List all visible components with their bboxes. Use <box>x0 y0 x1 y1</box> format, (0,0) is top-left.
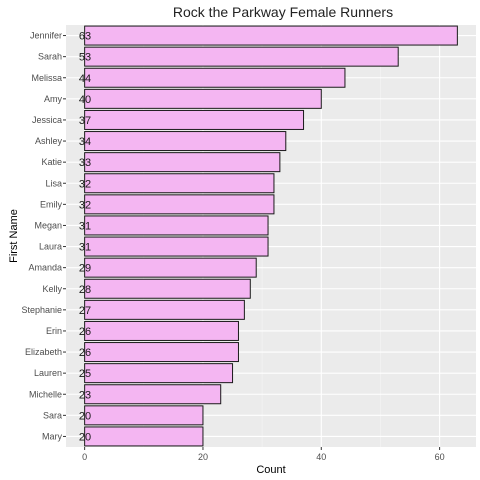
y-tick-label: Jessica <box>32 115 62 125</box>
bar-amy <box>84 88 322 109</box>
y-tick-label: Jennifer <box>30 31 62 41</box>
data-label: 31 <box>79 242 91 254</box>
bar-kelly <box>84 278 251 299</box>
y-tick-label: Melissa <box>31 73 62 83</box>
y-tick-label: Ashley <box>35 136 63 146</box>
bar-megan <box>84 215 269 236</box>
data-label: 20 <box>79 410 91 422</box>
data-label: 34 <box>79 136 91 148</box>
y-tick-label: Megan <box>34 220 62 230</box>
data-label: 53 <box>79 52 91 64</box>
bar-elizabeth <box>84 342 239 363</box>
bars <box>84 25 458 447</box>
y-tick-label: Amanda <box>28 263 62 273</box>
data-label: 37 <box>79 115 91 127</box>
data-label: 63 <box>79 31 91 43</box>
y-tick-label: Laura <box>39 242 62 252</box>
y-tick-label: Erin <box>46 326 62 336</box>
y-tick-label: Mary <box>42 431 62 441</box>
x-tick-label: 20 <box>198 452 208 462</box>
data-label: 33 <box>79 157 91 169</box>
data-label: 23 <box>79 389 91 401</box>
y-tick-label: Lisa <box>45 178 62 188</box>
data-label: 27 <box>79 305 91 317</box>
data-label: 32 <box>79 199 91 211</box>
x-tick-label: 60 <box>435 452 445 462</box>
data-label: 28 <box>79 284 91 296</box>
bar-erin <box>84 320 239 341</box>
data-label: 32 <box>79 178 91 190</box>
bar-jennifer <box>84 25 458 46</box>
y-tick-label: Emily <box>40 199 62 209</box>
y-axis-title: First Name <box>8 209 20 263</box>
bar-stephanie <box>84 299 245 320</box>
bar-melissa <box>84 67 346 88</box>
y-tick-label: Michelle <box>29 389 62 399</box>
plot-panel <box>66 25 476 447</box>
data-label: 20 <box>79 431 91 443</box>
bar-lauren <box>84 363 234 384</box>
y-tick-label: Katie <box>41 157 62 167</box>
y-tick-label: Lauren <box>34 368 62 378</box>
bar-mary <box>84 426 204 447</box>
y-tick-label: Amy <box>44 94 63 104</box>
bar-amanda <box>84 257 257 278</box>
bar-michelle <box>84 384 222 405</box>
x-tick-label: 40 <box>316 452 326 462</box>
y-tick-label: Stephanie <box>21 305 62 315</box>
data-label: 29 <box>79 263 91 275</box>
data-label: 25 <box>79 368 91 380</box>
bar-laura <box>84 236 269 257</box>
bar-ashley <box>84 131 287 152</box>
bar-emily <box>84 194 275 215</box>
bar-lisa <box>84 173 275 194</box>
y-tick-label: Sara <box>43 410 62 420</box>
y-tick-label: Kelly <box>42 284 62 294</box>
y-tick-label: Elizabeth <box>25 347 62 357</box>
x-tick-label: 0 <box>82 452 87 462</box>
y-tick-labels: Jennifer Sarah Melissa Amy Jessica Ashley Kati… <box>21 31 66 441</box>
chart-title: Rock the Parkway Female Runners <box>173 4 393 20</box>
y-tick-label: Sarah <box>38 52 62 62</box>
data-label: 26 <box>79 347 91 359</box>
bar-jessica <box>84 109 305 130</box>
data-label: 44 <box>79 73 91 85</box>
x-axis: 0 20 40 60 <box>82 447 445 462</box>
bar-katie <box>84 152 281 173</box>
data-label: 40 <box>79 94 91 106</box>
data-label: 31 <box>79 220 91 232</box>
bar-sara <box>84 405 204 426</box>
bar-sarah <box>84 46 399 67</box>
data-label: 26 <box>79 326 91 338</box>
data-labels: 63 53 44 40 37 34 33 32 32 31 31 29 28 27 26 26 25 23 20 20 <box>79 31 91 444</box>
x-axis-title: Count <box>256 464 285 476</box>
